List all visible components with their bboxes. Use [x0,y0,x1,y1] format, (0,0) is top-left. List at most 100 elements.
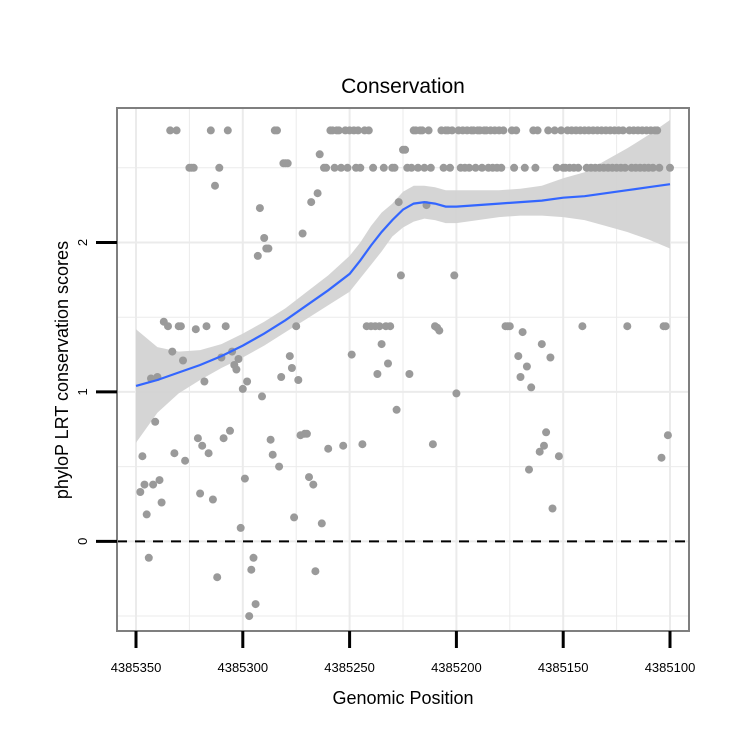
data-point [166,126,175,135]
data-point [208,495,217,504]
data-point [275,462,284,471]
data-point [249,553,258,562]
data-point [253,251,262,260]
data-point [542,428,551,437]
data-point [247,565,256,574]
data-point [221,322,230,331]
data-point [499,126,508,135]
data-point [307,198,316,207]
data-point [510,163,519,172]
points-layer [136,126,674,621]
data-point [505,322,514,331]
data-point [255,204,264,213]
data-point [168,347,177,356]
data-point [497,163,506,172]
data-point [518,328,527,337]
data-point [283,159,292,168]
data-point [287,364,296,372]
data-point [450,271,459,280]
data-point [525,465,533,474]
data-point [198,441,207,450]
data-point [181,456,190,465]
data-point [292,322,301,331]
data-point [302,429,311,438]
data-point [140,480,149,489]
data-point [260,234,269,242]
data-point [666,163,674,172]
data-point [478,163,486,172]
data-point [428,440,437,449]
data-point [330,163,339,172]
data-point [176,322,185,331]
data-point [226,426,234,435]
data-point [155,476,164,485]
data-point [522,362,531,371]
data-point [578,322,587,331]
x-tick-label: 4385150 [538,660,589,675]
data-point [179,356,187,365]
data-point [172,126,181,135]
data-point [213,573,222,582]
data-point [655,163,664,172]
data-point [240,474,249,483]
data-point [653,126,662,135]
data-point [516,373,525,381]
data-point [527,383,536,392]
data-point [384,359,392,368]
data-point [334,126,343,135]
data-point [369,163,378,172]
data-point [232,365,241,374]
data-point [426,163,435,172]
data-point [343,163,352,172]
data-point [251,600,260,609]
data-point [623,322,632,331]
data-point [322,163,331,172]
data-point [144,553,153,562]
data-point [557,126,566,135]
axes: 4385350 4385300 4385250 4385200 4385150 43851… [75,239,695,675]
data-point [324,444,333,453]
data-point [268,450,277,459]
data-point [648,163,657,172]
data-point [439,163,448,172]
data-point [285,352,294,361]
x-tick-label: 4385200 [431,660,482,675]
data-point [290,513,299,522]
data-point [424,126,433,135]
y-tick-label: 1 [75,388,90,395]
y-tick-label: 0 [75,538,90,545]
y-axis-label: phyloP LRT conservation scores [52,241,72,499]
data-point [358,440,367,449]
data-point [202,322,211,331]
data-point [552,163,561,172]
data-point [435,326,444,335]
data-point [379,163,388,172]
data-point [401,145,410,154]
data-point [420,163,429,172]
data-point [554,452,563,461]
data-point [204,449,213,458]
data-point [520,163,529,172]
data-point [550,126,559,135]
data-point [540,441,548,450]
data-point [238,384,247,393]
smooth-line-layer [135,183,671,387]
data-point [621,163,630,172]
data-point [548,504,557,513]
data-point [537,340,546,349]
data-point [392,405,401,414]
data-point [546,353,555,362]
data-point [138,452,147,461]
data-point [193,434,202,443]
x-tick-label: 4385100 [645,660,696,675]
data-point [294,376,303,384]
data-point [142,510,151,519]
data-point [157,498,166,507]
data-point [164,322,172,331]
data-point [512,126,521,135]
data-point [149,480,158,489]
data-point [309,480,318,489]
data-point [313,189,322,198]
data-point [407,163,416,172]
